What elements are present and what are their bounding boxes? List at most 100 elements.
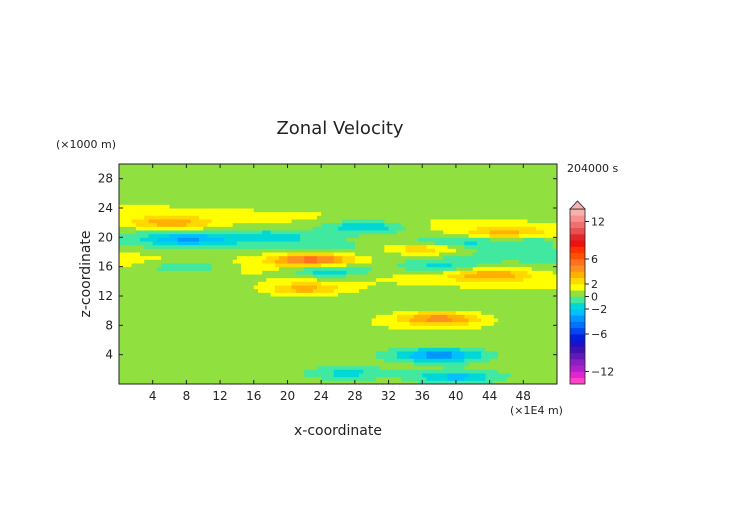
heatmap-cell <box>287 343 293 348</box>
heatmap-cell <box>392 208 398 213</box>
heatmap-cell <box>262 252 267 257</box>
heatmap-cell <box>413 340 419 345</box>
heatmap-cell <box>464 307 470 312</box>
heatmap-cell <box>447 211 453 216</box>
heatmap-cell <box>266 270 272 275</box>
heatmap-cell <box>367 259 373 264</box>
heatmap-cell <box>257 321 263 326</box>
heatmap-cell <box>291 197 297 202</box>
heatmap-cell <box>291 285 297 290</box>
heatmap-cell <box>434 277 440 282</box>
heatmap-cell <box>363 237 368 242</box>
heatmap-cell <box>220 189 225 194</box>
heatmap-cell <box>413 354 419 359</box>
heatmap-cell <box>127 325 133 330</box>
heatmap-cell <box>245 343 251 348</box>
heatmap-cell <box>220 318 225 323</box>
heatmap-cell <box>161 365 166 370</box>
heatmap-cell <box>295 186 301 191</box>
heatmap-cell <box>199 164 204 169</box>
heatmap-cell <box>316 189 322 194</box>
heatmap-cell <box>316 248 322 253</box>
heatmap-cell <box>215 248 221 253</box>
heatmap-cell <box>380 226 385 231</box>
heatmap-cell <box>173 263 179 268</box>
heatmap-cell <box>194 263 200 268</box>
heatmap-cell <box>161 248 166 253</box>
heatmap-cell <box>203 222 208 227</box>
heatmap-cell <box>443 362 448 367</box>
heatmap-cell <box>371 237 377 242</box>
heatmap-cell <box>287 186 293 191</box>
heatmap-cell <box>266 200 272 205</box>
heatmap-cell <box>413 193 419 198</box>
heatmap-cell <box>460 343 465 348</box>
heatmap-cell <box>363 186 368 191</box>
heatmap-cell <box>274 343 280 348</box>
heatmap-cell <box>232 358 238 363</box>
heatmap-cell <box>236 226 242 231</box>
heatmap-cell <box>384 303 390 308</box>
heatmap-cell <box>304 204 310 209</box>
heatmap-cell <box>418 171 423 176</box>
heatmap-cell <box>173 197 179 202</box>
heatmap-cell <box>232 369 238 374</box>
heatmap-cell <box>249 182 255 187</box>
heatmap-cell <box>135 292 141 297</box>
heatmap-cell <box>354 376 360 381</box>
heatmap-cell <box>173 226 179 231</box>
heatmap-cell <box>401 230 406 235</box>
heatmap-cell <box>430 347 436 352</box>
heatmap-cell <box>392 351 398 356</box>
heatmap-cell <box>464 373 470 378</box>
heatmap-cell <box>119 178 124 183</box>
heatmap-cell <box>274 365 280 370</box>
heatmap-cell <box>434 376 440 381</box>
heatmap-cell <box>350 329 356 334</box>
heatmap-cell <box>430 270 436 275</box>
heatmap-cell <box>455 362 461 367</box>
heatmap-cell <box>144 310 149 315</box>
heatmap-cell <box>211 307 217 312</box>
heatmap-cell <box>308 208 314 213</box>
heatmap-cell <box>177 252 183 257</box>
heatmap-cell <box>156 288 162 293</box>
heatmap-cell <box>266 175 272 180</box>
heatmap-cell <box>127 167 133 172</box>
heatmap-cell <box>430 193 436 198</box>
heatmap-cell <box>426 208 432 213</box>
heatmap-cell <box>321 230 326 235</box>
heatmap-cell <box>207 351 213 356</box>
heatmap-cell <box>291 277 297 282</box>
heatmap-cell <box>215 274 221 279</box>
heatmap-cell <box>443 296 448 301</box>
heatmap-cell <box>257 263 263 268</box>
heatmap-cell <box>135 285 141 290</box>
heatmap-cell <box>329 200 335 205</box>
heatmap-cell <box>443 303 448 308</box>
heatmap-cell <box>152 351 158 356</box>
heatmap-cell <box>451 376 457 381</box>
heatmap-cell <box>119 296 124 301</box>
heatmap-cell <box>409 200 415 205</box>
heatmap-cell <box>262 215 267 220</box>
heatmap-cell <box>283 358 288 363</box>
heatmap-cell <box>236 314 242 319</box>
heatmap-cell <box>228 321 234 326</box>
heatmap-cell <box>165 325 171 330</box>
heatmap-cell <box>232 332 238 337</box>
heatmap-cell <box>354 164 360 169</box>
heatmap-cell <box>119 226 124 231</box>
heatmap-cell <box>270 222 276 227</box>
heatmap-cell <box>371 189 377 194</box>
heatmap-cell <box>405 222 411 227</box>
heatmap-cell <box>384 193 390 198</box>
heatmap-cell <box>119 270 124 275</box>
heatmap-cell <box>359 193 364 198</box>
heatmap-cell <box>266 332 272 337</box>
heatmap-cell <box>173 285 179 290</box>
heatmap-cell <box>144 343 149 348</box>
heatmap-cell <box>371 365 377 370</box>
heatmap-cell <box>156 197 162 202</box>
